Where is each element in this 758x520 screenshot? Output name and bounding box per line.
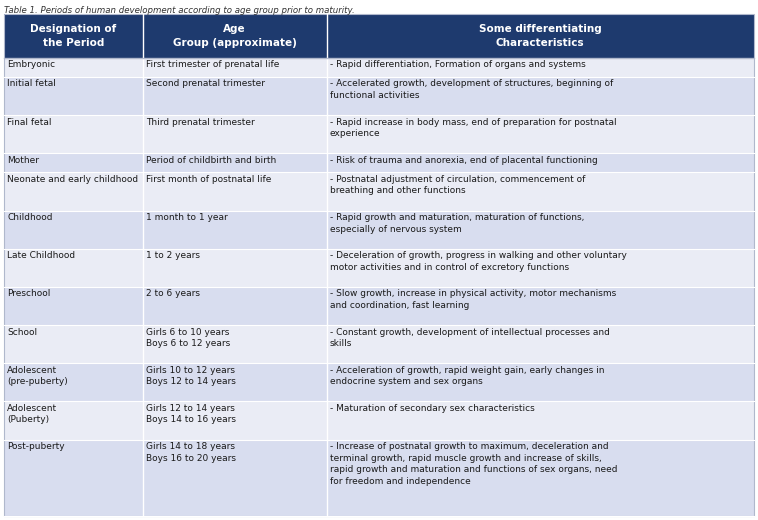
Bar <box>4 77 754 115</box>
Text: School: School <box>7 328 37 336</box>
Text: - Slow growth, increase in physical activity, motor mechanisms
and coordination,: - Slow growth, increase in physical acti… <box>330 290 615 310</box>
Text: - Rapid increase in body mass, end of preparation for postnatal
experience: - Rapid increase in body mass, end of pr… <box>330 118 616 138</box>
Bar <box>4 249 754 287</box>
Bar <box>4 58 754 77</box>
Bar <box>4 287 754 325</box>
Text: Girls 12 to 14 years
Boys 14 to 16 years: Girls 12 to 14 years Boys 14 to 16 years <box>146 404 236 424</box>
Text: Late Childhood: Late Childhood <box>7 251 75 261</box>
Bar <box>4 363 754 401</box>
Text: - Constant growth, development of intellectual processes and
skills: - Constant growth, development of intell… <box>330 328 609 348</box>
Text: - Rapid growth and maturation, maturation of functions,
especially of nervous sy: - Rapid growth and maturation, maturatio… <box>330 213 584 233</box>
Text: Childhood: Childhood <box>7 213 52 222</box>
Text: 1 month to 1 year: 1 month to 1 year <box>146 213 227 222</box>
Text: Initial fetal: Initial fetal <box>7 80 56 88</box>
Text: 1 to 2 years: 1 to 2 years <box>146 251 200 261</box>
Bar <box>4 153 754 173</box>
Bar <box>4 439 754 516</box>
Text: Embryonic: Embryonic <box>7 60 55 69</box>
Text: Preschool: Preschool <box>7 290 50 298</box>
Bar <box>4 401 754 439</box>
Text: - Accelerated growth, development of structures, beginning of
functional activit: - Accelerated growth, development of str… <box>330 80 612 100</box>
Text: - Increase of postnatal growth to maximum, deceleration and
terminal growth, rap: - Increase of postnatal growth to maximu… <box>330 442 617 486</box>
Text: - Rapid differentiation, Formation of organs and systems: - Rapid differentiation, Formation of or… <box>330 60 585 69</box>
Text: Age
Group (approximate): Age Group (approximate) <box>173 24 296 47</box>
Text: First trimester of prenatal life: First trimester of prenatal life <box>146 60 279 69</box>
Text: - Risk of trauma and anorexia, end of placental functioning: - Risk of trauma and anorexia, end of pl… <box>330 156 597 165</box>
Text: Girls 6 to 10 years
Boys 6 to 12 years: Girls 6 to 10 years Boys 6 to 12 years <box>146 328 230 348</box>
Text: Mother: Mother <box>7 156 39 165</box>
Text: Girls 14 to 18 years
Boys 16 to 20 years: Girls 14 to 18 years Boys 16 to 20 years <box>146 442 236 463</box>
Bar <box>4 173 754 211</box>
Text: Final fetal: Final fetal <box>7 118 52 127</box>
Bar <box>4 14 754 58</box>
Text: Table 1. Periods of human development according to age group prior to maturity.: Table 1. Periods of human development ac… <box>4 6 355 15</box>
Bar <box>4 211 754 249</box>
Bar <box>4 325 754 363</box>
Text: - Deceleration of growth, progress in walking and other voluntary
motor activiti: - Deceleration of growth, progress in wa… <box>330 251 626 272</box>
Text: - Postnatal adjustment of circulation, commencement of
breathing and other funct: - Postnatal adjustment of circulation, c… <box>330 175 585 196</box>
Text: Period of childbirth and birth: Period of childbirth and birth <box>146 156 276 165</box>
Text: Designation of
the Period: Designation of the Period <box>30 24 117 47</box>
Bar <box>4 115 754 153</box>
Text: First month of postnatal life: First month of postnatal life <box>146 175 271 184</box>
Text: Third prenatal trimester: Third prenatal trimester <box>146 118 255 127</box>
Text: Neonate and early childhood: Neonate and early childhood <box>7 175 138 184</box>
Text: Adolescent
(pre-puberty): Adolescent (pre-puberty) <box>7 366 67 386</box>
Text: 2 to 6 years: 2 to 6 years <box>146 290 200 298</box>
Text: - Acceleration of growth, rapid weight gain, early changes in
endocrine system a: - Acceleration of growth, rapid weight g… <box>330 366 604 386</box>
Text: - Maturation of secondary sex characteristics: - Maturation of secondary sex characteri… <box>330 404 534 413</box>
Text: Adolescent
(Puberty): Adolescent (Puberty) <box>7 404 57 424</box>
Text: Post-puberty: Post-puberty <box>7 442 64 451</box>
Text: Second prenatal trimester: Second prenatal trimester <box>146 80 265 88</box>
Text: Some differentiating
Characteristics: Some differentiating Characteristics <box>479 24 602 47</box>
Text: Girls 10 to 12 years
Boys 12 to 14 years: Girls 10 to 12 years Boys 12 to 14 years <box>146 366 236 386</box>
